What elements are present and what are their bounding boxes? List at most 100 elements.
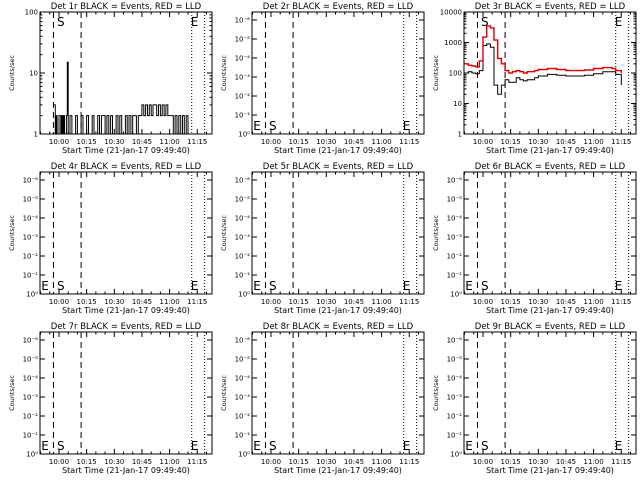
y-tick-label: 10⁻¹ xyxy=(23,272,39,280)
end-marker-left: E xyxy=(41,279,49,293)
x-tick-label: 10:15 xyxy=(77,458,97,466)
y-tick-label: 10⁰ xyxy=(450,291,462,299)
x-tick-label: 10:00 xyxy=(261,138,281,146)
y-tick-label: 1 xyxy=(458,131,462,139)
x-tick-label: 10:30 xyxy=(104,138,124,146)
x-tick-label: 10:30 xyxy=(104,458,124,466)
x-tick-label: 10:15 xyxy=(501,458,521,466)
start-marker: S xyxy=(269,119,277,133)
plot-frame xyxy=(251,331,425,455)
end-marker-left: E xyxy=(465,279,473,293)
y-tick-label: 10⁻⁶ xyxy=(235,17,251,25)
y-tick-label: 10⁻⁶ xyxy=(23,337,39,345)
x-tick-label: 10:15 xyxy=(289,458,309,466)
end-marker: E xyxy=(191,439,199,453)
y-tick-label: 10⁻² xyxy=(23,413,39,421)
y-tick-label: 10⁻⁴ xyxy=(235,55,251,63)
x-axis-label: Start Time (21-Jan-17 09:49:40) xyxy=(486,466,614,475)
panel-title: Det 8r BLACK = Events, RED = LLD xyxy=(263,322,414,332)
x-tick-label: 10:15 xyxy=(501,138,521,146)
y-tick-label: 10000 xyxy=(440,9,462,17)
y-tick-label: 10⁻⁵ xyxy=(447,356,463,364)
end-marker: E xyxy=(615,279,623,293)
y-tick-label: 10⁻⁴ xyxy=(235,215,251,223)
detector-panel-3: Det 3r BLACK = Events, RED = LLD Counts/s… xyxy=(432,2,637,155)
x-tick-label: 10:00 xyxy=(49,138,69,146)
y-tick-label: 1 xyxy=(34,131,38,139)
y-axis-label: Counts/sec xyxy=(220,55,228,91)
y-tick-label: 10⁻⁶ xyxy=(235,337,251,345)
detector-panel-8: Det 8r BLACK = Events, RED = LLD Counts/s… xyxy=(220,322,425,475)
end-marker: E xyxy=(615,15,623,29)
panel-title: Det 7r BLACK = Events, RED = LLD xyxy=(51,322,202,332)
y-axis-label: Counts/sec xyxy=(432,55,440,91)
x-axis-label: Start Time (21-Jan-17 09:49:40) xyxy=(62,146,190,155)
x-tick-label: 10:45 xyxy=(132,298,152,306)
y-tick-label: 10⁻⁴ xyxy=(23,215,39,223)
y-tick-label: 10⁻³ xyxy=(235,234,251,242)
x-tick-label: 11:00 xyxy=(160,298,180,306)
y-tick-label: 10⁻² xyxy=(235,93,251,101)
detector-panel-5: Det 5r BLACK = Events, RED = LLD Counts/s… xyxy=(220,162,425,315)
x-axis-label: Start Time (21-Jan-17 09:49:40) xyxy=(274,466,402,475)
x-axis-label: Start Time (21-Jan-17 09:49:40) xyxy=(486,146,614,155)
start-marker: S xyxy=(57,15,65,29)
y-tick-label: 10⁰ xyxy=(238,451,250,459)
detector-panel-7: Det 7r BLACK = Events, RED = LLD Counts/s… xyxy=(8,322,213,475)
x-tick-label: 11:15 xyxy=(187,138,207,146)
x-tick-label: 10:00 xyxy=(49,458,69,466)
x-tick-label: 11:00 xyxy=(160,138,180,146)
y-tick-label: 10⁻² xyxy=(447,253,463,261)
x-tick-label: 11:00 xyxy=(372,138,392,146)
panel-title: Det 9r BLACK = Events, RED = LLD xyxy=(475,322,626,332)
x-tick-label: 10:00 xyxy=(261,458,281,466)
y-tick-label: 10⁰ xyxy=(238,291,250,299)
detector-panel-9: Det 9r BLACK = Events, RED = LLD Counts/s… xyxy=(432,322,637,475)
x-tick-label: 10:30 xyxy=(528,298,548,306)
y-tick-label: 10⁻¹ xyxy=(235,432,251,440)
plot-frame xyxy=(463,331,637,455)
lld-series-line xyxy=(464,25,622,74)
x-tick-label: 11:15 xyxy=(611,138,631,146)
end-marker: E xyxy=(403,119,411,133)
x-tick-label: 10:45 xyxy=(132,458,152,466)
x-tick-label: 10:45 xyxy=(344,458,364,466)
start-marker: S xyxy=(481,15,489,29)
y-tick-label: 10⁻⁴ xyxy=(235,375,251,383)
end-marker-left: E xyxy=(253,279,261,293)
x-tick-label: 10:30 xyxy=(316,138,336,146)
y-tick-label: 10⁻¹ xyxy=(447,432,463,440)
end-marker-left: E xyxy=(253,119,261,133)
x-tick-label: 10:00 xyxy=(473,298,493,306)
y-axis-label: Counts/sec xyxy=(8,375,16,411)
start-marker: S xyxy=(57,279,65,293)
plot-frame xyxy=(39,171,213,295)
end-marker: E xyxy=(403,279,411,293)
detector-panel-1: Det 1r BLACK = Events, RED = LLD Counts/s… xyxy=(8,2,213,155)
y-tick-label: 10⁻⁵ xyxy=(235,36,251,44)
x-tick-label: 11:00 xyxy=(584,138,604,146)
y-tick-label: 10⁻¹ xyxy=(235,272,251,280)
end-marker-left: E xyxy=(41,439,49,453)
y-tick-label: 10⁰ xyxy=(238,131,250,139)
plot-frame xyxy=(463,171,637,295)
y-axis-label: Counts/sec xyxy=(8,215,16,251)
x-tick-label: 11:15 xyxy=(187,458,207,466)
detector-panel-2: Det 2r BLACK = Events, RED = LLD Counts/s… xyxy=(220,2,425,155)
x-tick-label: 11:15 xyxy=(399,298,419,306)
y-tick-label: 10⁻² xyxy=(235,253,251,261)
y-tick-label: 10⁻¹ xyxy=(23,432,39,440)
x-tick-label: 10:15 xyxy=(77,138,97,146)
start-marker: S xyxy=(269,439,277,453)
panel-title: Det 3r BLACK = Events, RED = LLD xyxy=(475,2,626,12)
start-marker: S xyxy=(57,439,65,453)
y-tick-label: 10⁻³ xyxy=(447,394,463,402)
y-tick-label: 10⁻² xyxy=(447,413,463,421)
plot-frame xyxy=(463,11,637,135)
x-tick-label: 11:00 xyxy=(372,458,392,466)
x-tick-label: 11:00 xyxy=(584,458,604,466)
y-axis-label: Counts/sec xyxy=(432,375,440,411)
x-tick-label: 10:00 xyxy=(261,298,281,306)
x-tick-label: 11:15 xyxy=(399,138,419,146)
